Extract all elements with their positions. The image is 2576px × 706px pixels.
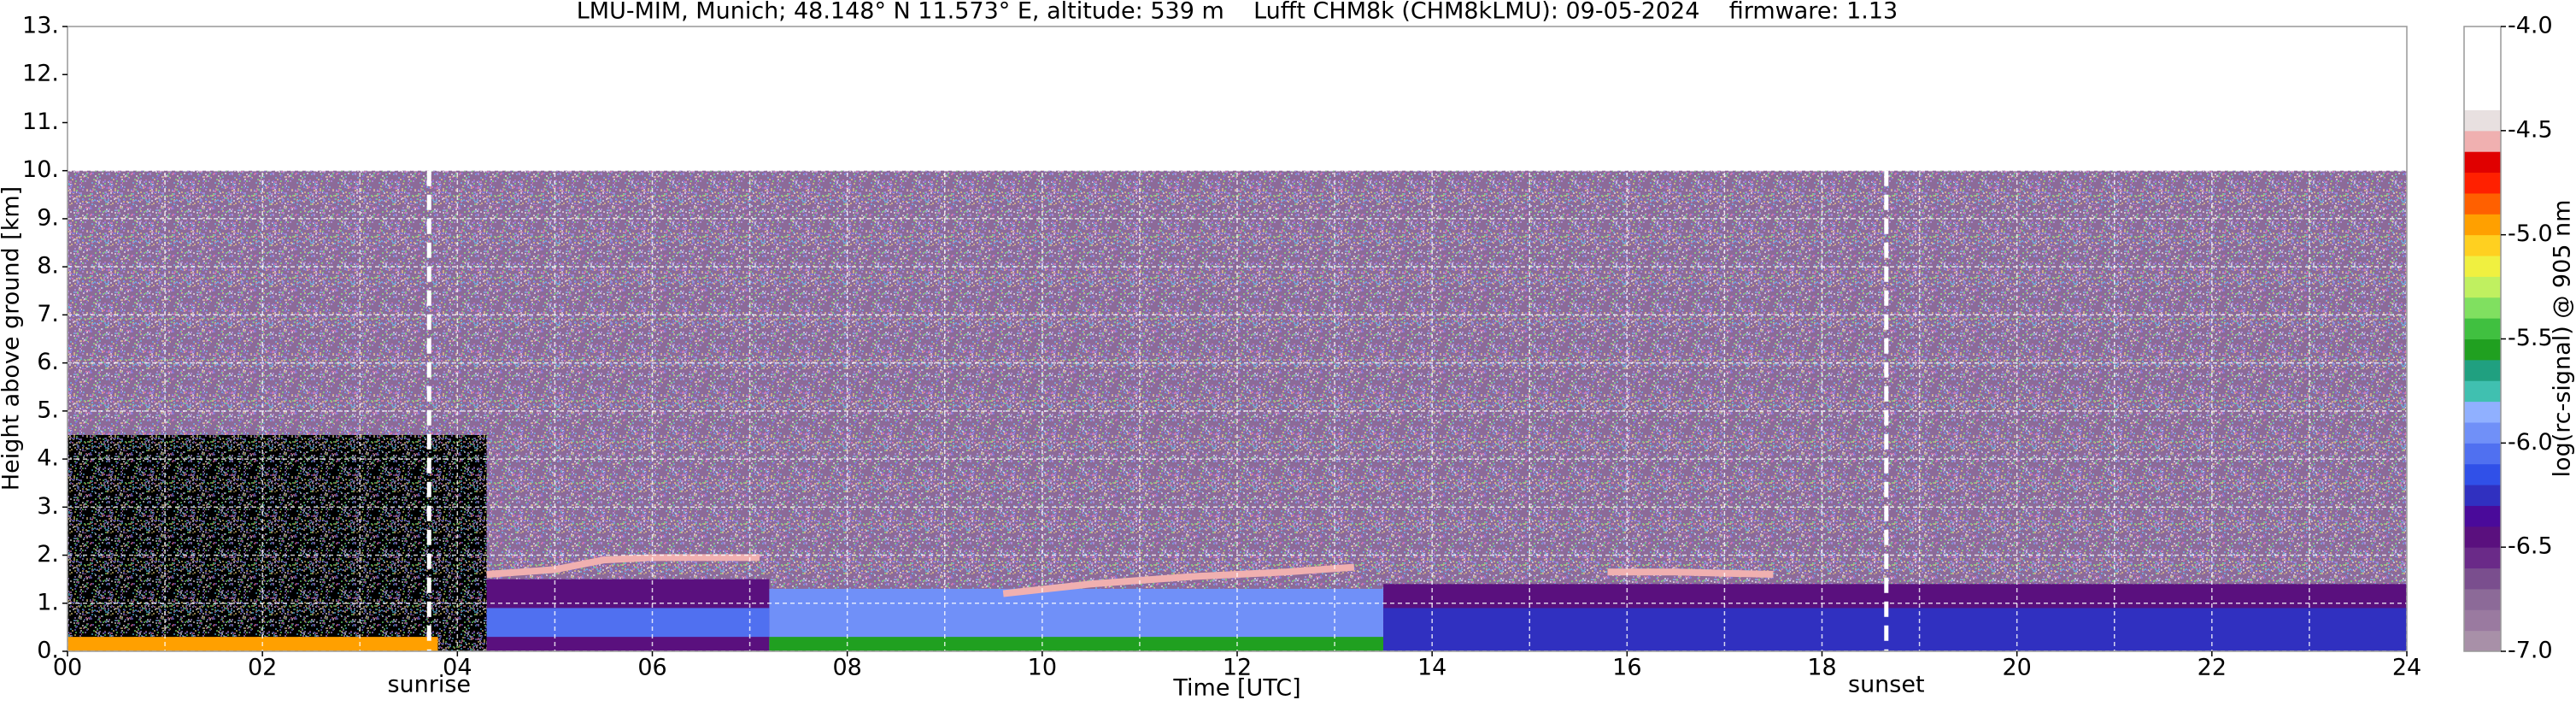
y-tick-label: 13. (22, 13, 59, 39)
y-tick-label: 2. (37, 541, 59, 568)
colorbar-label: log(rc-signal) @ 905 nm (2550, 200, 2576, 478)
colorbar-tick-label: -5.0 (2508, 221, 2553, 247)
y-tick-label: 8. (37, 253, 59, 279)
colorbar-cell (2464, 297, 2501, 319)
colorbar-cell (2464, 130, 2501, 152)
x-tick-label: 02 (248, 655, 277, 681)
annotation-label: sunset (1848, 672, 1925, 698)
colorbar-cell (2464, 443, 2501, 465)
colorbar-cell (2464, 547, 2501, 569)
colorbar-tick-label: -4.5 (2508, 116, 2553, 143)
colorbar-cell (2464, 151, 2501, 174)
y-tick-label: 4. (37, 445, 59, 472)
colorbar-cell (2464, 485, 2501, 506)
x-tick-label: 08 (832, 655, 861, 681)
colorbar-cell (2464, 318, 2501, 339)
y-tick-label: 11. (22, 109, 59, 135)
axes: sunrise sunset 00 02 04 06 08 10 12 14 16 18 20 22 24 0… (22, 13, 2575, 698)
plot-area (67, 26, 2407, 651)
x-tick-label: 16 (1612, 655, 1641, 681)
colorbar-tick-label: -5.5 (2508, 325, 2553, 351)
annotation-label: sunrise (387, 672, 471, 698)
y-tick-label: 6. (37, 349, 59, 375)
colorbar-cell (2464, 89, 2501, 110)
colorbar-cell (2464, 359, 2501, 381)
colorbar-cell (2464, 338, 2501, 361)
colorbar-cell (2464, 214, 2501, 236)
colorbar-cell (2464, 401, 2501, 423)
cloud-layer (486, 554, 760, 579)
y-tick-label: 1. (37, 589, 59, 615)
colorbar-tick-label: -6.5 (2508, 533, 2553, 560)
cloud-layer (1607, 568, 1774, 579)
colorbar-tick-label: -6.0 (2508, 429, 2553, 456)
x-tick-label: 04 (443, 655, 472, 681)
colorbar-tick-label: -7.0 (2508, 638, 2553, 664)
heatmap-region (67, 637, 438, 651)
y-tick-label: 5. (37, 397, 59, 423)
colorbar-cell (2464, 568, 2501, 590)
colorbar-cell (2464, 26, 2501, 48)
y-tick-label: 9. (37, 204, 59, 231)
colorbar-tick-label: -4.0 (2508, 13, 2553, 39)
colorbar-cell (2464, 609, 2501, 632)
colorbar-cell (2464, 421, 2501, 444)
colorbar-cell (2464, 234, 2501, 256)
colorbar-cell (2464, 172, 2501, 194)
heatmap-region (769, 637, 1384, 651)
colorbar-cell (2464, 380, 2501, 403)
colorbar-cell (2464, 526, 2501, 548)
colorbar-cell (2464, 588, 2501, 610)
x-tick-label: 14 (1417, 655, 1446, 681)
x-tick-label: 22 (2198, 655, 2227, 681)
heatmap-region (486, 608, 770, 638)
colorbar-cell (2464, 256, 2501, 277)
y-tick-label: 10. (22, 156, 59, 183)
x-tick-label: 20 (2002, 655, 2031, 681)
x-tick-label: 06 (637, 655, 666, 681)
y-tick-label: 3. (37, 493, 59, 520)
colorbar-cell (2464, 276, 2501, 298)
y-tick-label: 12. (22, 61, 59, 87)
y-tick-label: 0. (37, 638, 59, 664)
x-tick-label: 00 (53, 655, 82, 681)
colorbar-cell (2464, 47, 2501, 69)
x-tick-label: 10 (1028, 655, 1057, 681)
x-tick-label: 18 (1807, 655, 1836, 681)
x-tick-label: 24 (2392, 655, 2421, 681)
colorbar-cell (2464, 192, 2501, 215)
chart-title: LMU-MIM, Munich; 48.148° N 11.573° E, al… (577, 0, 1898, 25)
colorbar-cell (2464, 505, 2501, 527)
colorbar-cell (2464, 109, 2501, 132)
x-axis-label: Time [UTC] (1172, 675, 1300, 702)
x-tick-label: 12 (1223, 655, 1252, 681)
colorbar-cell (2464, 630, 2501, 652)
colorbar-cell (2464, 463, 2501, 485)
y-tick-label: 7. (37, 301, 59, 327)
colorbar-cell (2464, 68, 2501, 90)
cloud-layer (1002, 563, 1355, 597)
y-axis-label: Height above ground [km] (0, 186, 25, 491)
heatmap-region (1383, 608, 2407, 651)
